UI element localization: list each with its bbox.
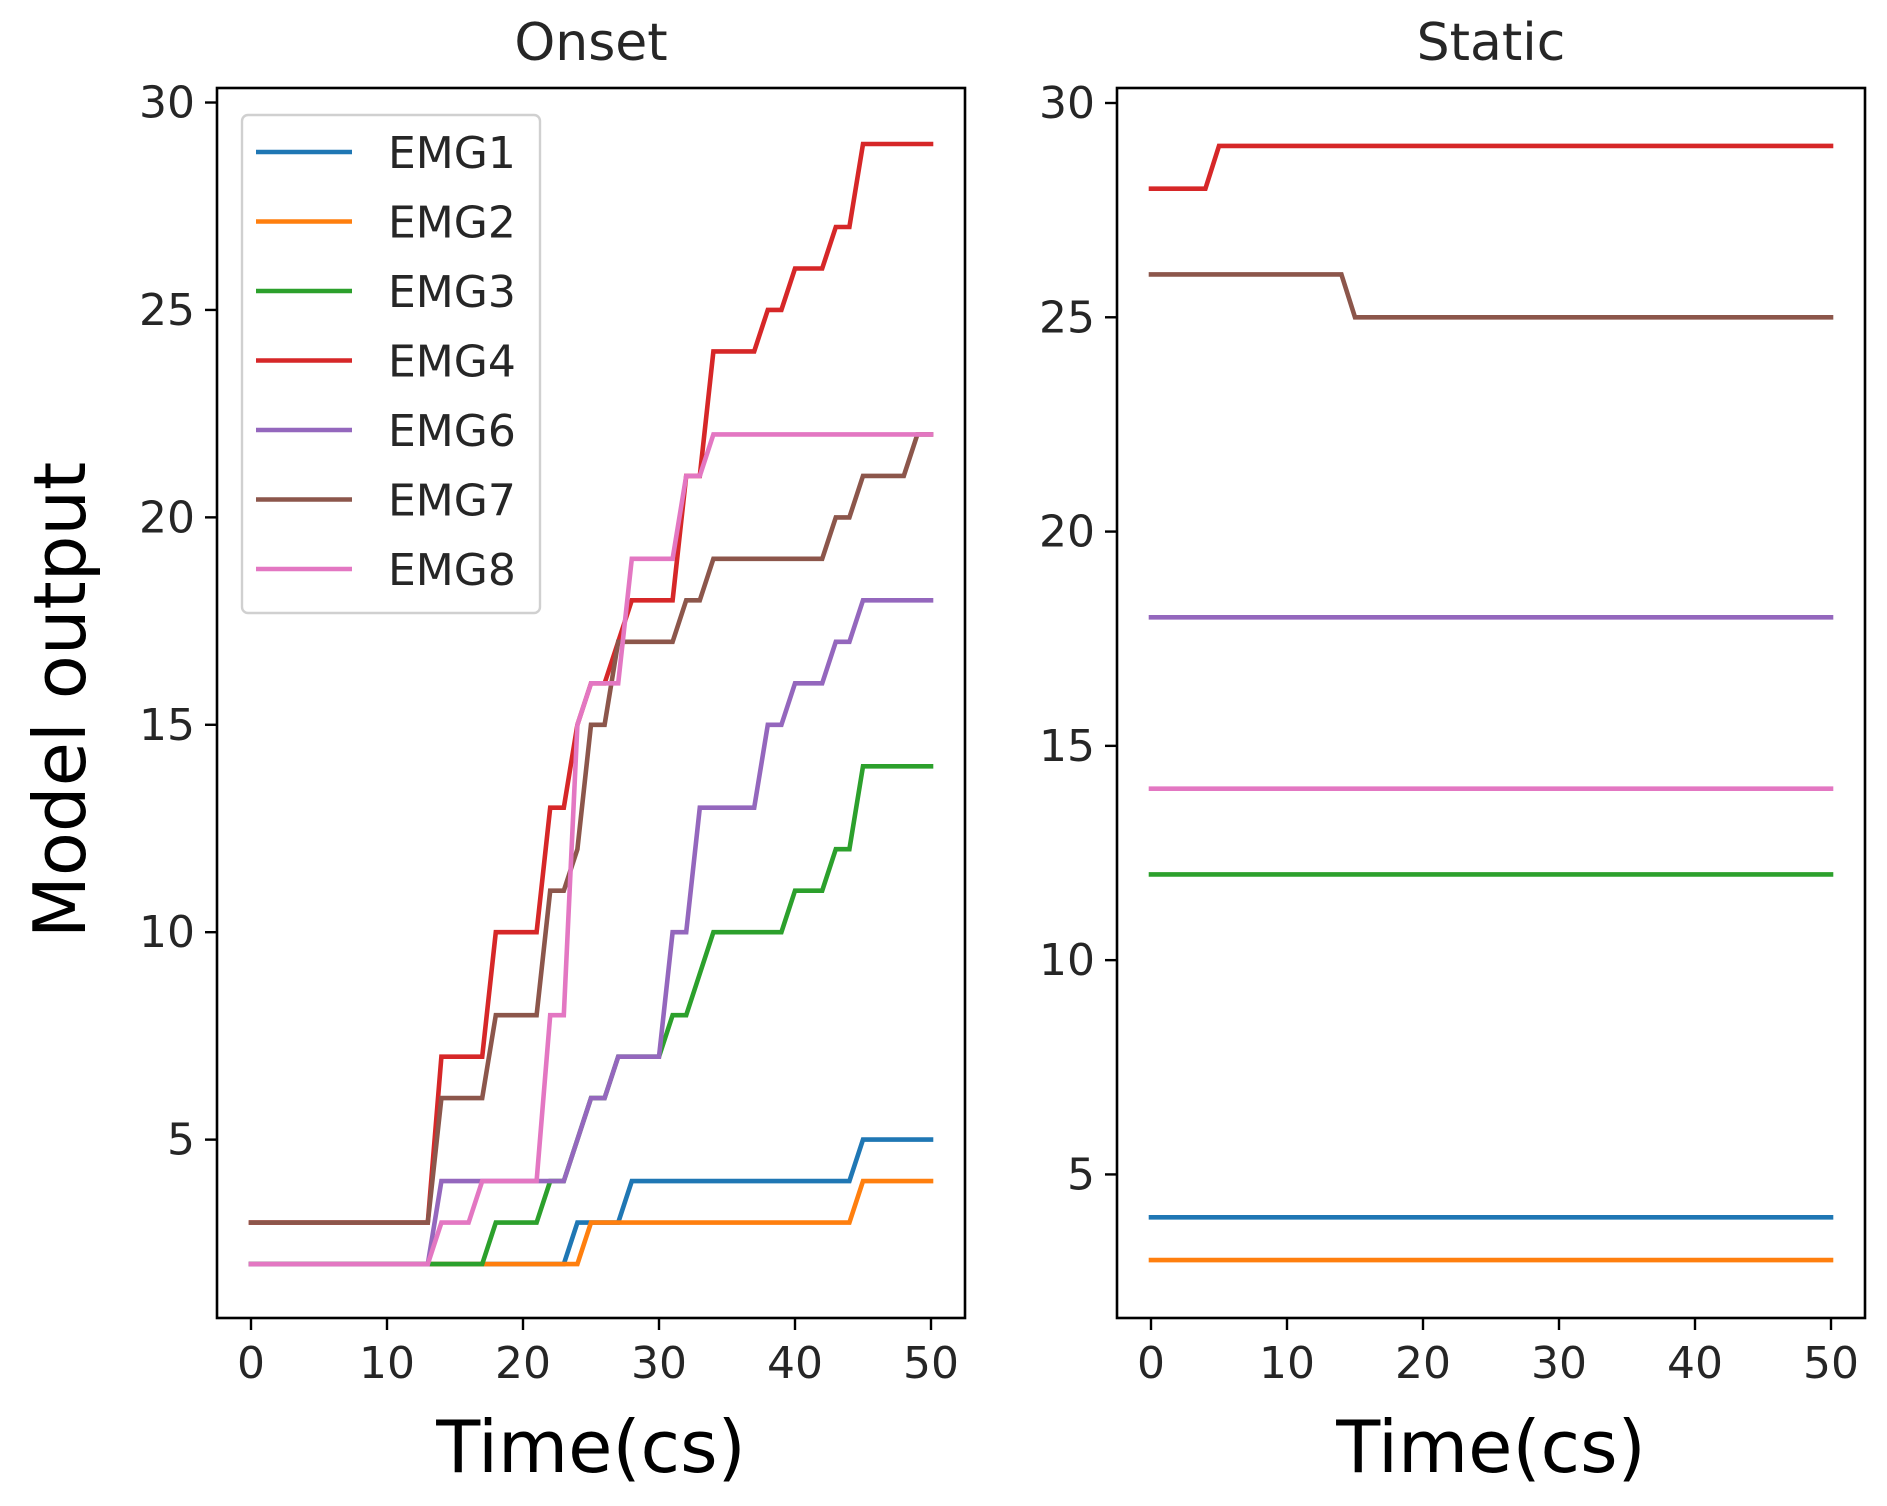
static-line-emg7 (1148, 272, 1834, 320)
legend-label-emg2: EMG2 (388, 198, 516, 249)
static-title: Static (1417, 13, 1566, 73)
onset-y-tick-label: 30 (139, 78, 195, 129)
static-x-tick-label: 30 (1531, 1338, 1587, 1389)
static-x-tick-label: 50 (1803, 1338, 1859, 1389)
onset-x-tick-label: 30 (631, 1338, 687, 1389)
legend-label-emg3: EMG3 (388, 267, 516, 318)
onset-series-group (248, 141, 934, 1267)
onset-y-tick-label: 5 (167, 1115, 195, 1166)
onset-plot-frame (215, 86, 967, 1320)
legend-label-emg7: EMG7 (388, 476, 516, 527)
static-x-tick-label: 40 (1667, 1338, 1723, 1389)
static-x-tick-label: 10 (1259, 1338, 1315, 1389)
static-y-tick-label: 25 (1039, 292, 1095, 343)
y-axis-label: Model output (18, 462, 102, 939)
legend-label-emg6: EMG6 (388, 406, 516, 457)
static-plot-frame (1115, 86, 1867, 1320)
onset-x-tick-label: 40 (767, 1338, 823, 1389)
onset-y-tick-label: 25 (139, 285, 195, 336)
static-line-emg4 (1148, 143, 1834, 191)
static-y-tick-label: 10 (1039, 935, 1095, 986)
onset-line-emg1 (248, 1137, 934, 1267)
legend-frame (240, 113, 542, 615)
onset-x-tick-label: 20 (495, 1338, 551, 1389)
static-chart-panel: Static 0 10 20 30 40 50 5 10 15 20 25 30 Time(cs) (1039, 13, 1867, 1489)
onset-line-emg3 (248, 763, 934, 1267)
static-y-tick-label: 15 (1039, 721, 1095, 772)
onset-line-emg6 (248, 597, 934, 1267)
static-x-tick-label: 0 (1137, 1338, 1165, 1389)
onset-x-tick-label: 50 (903, 1338, 959, 1389)
onset-line-emg8 (248, 432, 934, 1267)
onset-y-tick-label: 15 (139, 700, 195, 751)
static-x-tick-label: 20 (1395, 1338, 1451, 1389)
onset-line-emg2 (248, 1178, 934, 1267)
static-series-group (1148, 143, 1834, 1263)
onset-title: Onset (514, 13, 667, 73)
static-y-tick-label: 5 (1067, 1149, 1095, 1200)
legend-label-emg8: EMG8 (388, 545, 516, 596)
onset-legend: EMG1 EMG2 EMG3 EMG4 EMG6 EMG7 EMG8 (240, 113, 542, 615)
static-y-tick-label: 20 (1039, 507, 1095, 558)
onset-line-emg4 (248, 141, 934, 1225)
onset-y-tick-label: 10 (139, 907, 195, 958)
onset-x-tick-label: 10 (359, 1338, 415, 1389)
static-y-tick-label: 30 (1039, 78, 1095, 129)
legend-label-emg1: EMG1 (388, 128, 516, 179)
onset-x-axis-label: Time(cs) (435, 1405, 745, 1489)
static-x-axis-label: Time(cs) (1335, 1405, 1645, 1489)
legend-label-emg4: EMG4 (388, 337, 516, 388)
onset-y-tick-label: 20 (139, 492, 195, 543)
onset-x-tick-label: 0 (237, 1338, 265, 1389)
